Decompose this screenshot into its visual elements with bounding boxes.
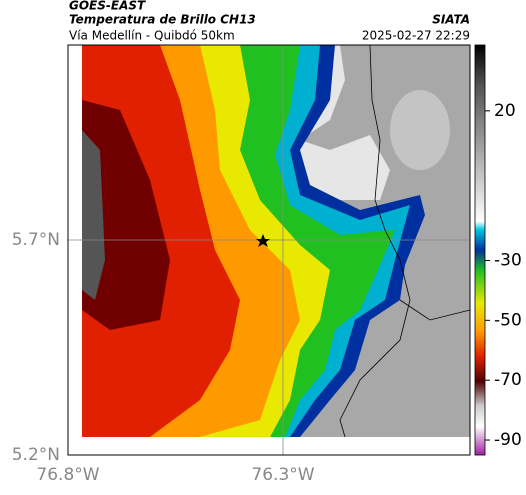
route: Vía Medellín - Quibdó 50km — [69, 29, 235, 43]
lat-label: 5.2°N — [12, 445, 60, 465]
datetime: 2025-02-27 22:29 — [362, 29, 470, 43]
source: GOES-EAST — [69, 0, 146, 13]
map-frame — [67, 44, 471, 456]
colorbar-tick-label: -70 — [494, 370, 522, 390]
colorbar-ticks: 20 -30 -50 -70 -90 — [485, 101, 522, 450]
lon-label: 76.8°W — [36, 465, 99, 485]
lat-label: 5.7°N — [12, 230, 60, 250]
colorbar-tick-label: -50 — [494, 310, 522, 330]
colorbar-tick-label: -90 — [494, 430, 522, 450]
header: GOES-EAST Temperatura de Brillo CH13 Vía… — [69, 0, 470, 43]
colorbar-tick-label: 20 — [494, 101, 516, 121]
lon-label: 76.3°W — [251, 465, 314, 485]
agency: SIATA — [432, 13, 470, 27]
map-axes: 5.7°N 5.2°N 76.8°W 76.3°W — [12, 230, 315, 485]
satellite-image — [68, 45, 470, 455]
colorbar-tick-label: -30 — [494, 250, 522, 270]
product: Temperatura de Brillo CH13 — [69, 13, 256, 27]
colorbar — [474, 44, 486, 456]
